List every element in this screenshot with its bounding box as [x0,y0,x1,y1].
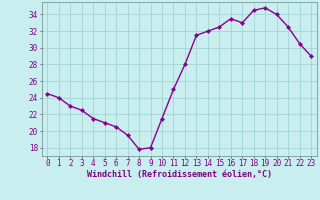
X-axis label: Windchill (Refroidissement éolien,°C): Windchill (Refroidissement éolien,°C) [87,170,272,179]
